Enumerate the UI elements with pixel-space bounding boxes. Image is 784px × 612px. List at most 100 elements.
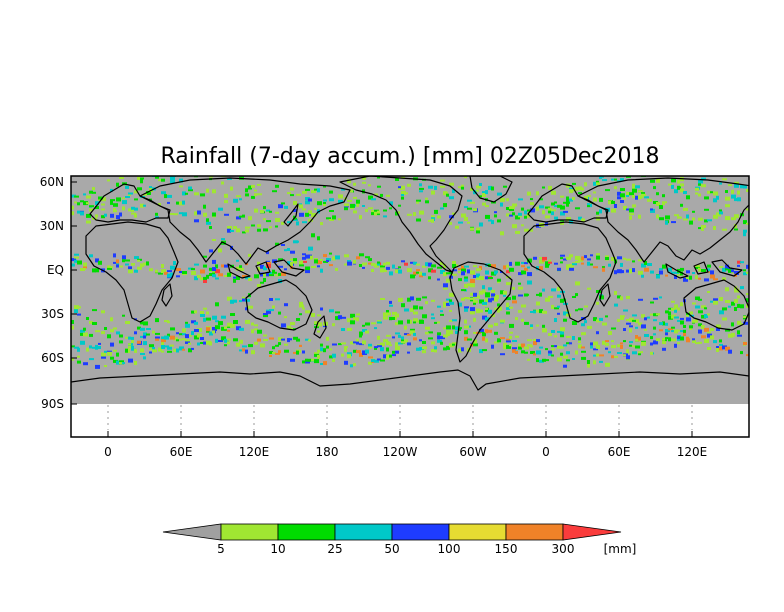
rain-cell: [620, 296, 623, 301]
rain-cell: [638, 353, 641, 356]
colorbar-label-5: 5: [217, 542, 225, 556]
rain-cell: [305, 338, 309, 341]
rain-cell: [524, 321, 529, 325]
rain-cell: [455, 331, 458, 334]
rain-cell: [422, 314, 427, 319]
rain-cell: [704, 327, 709, 332]
rain-cell: [464, 306, 469, 309]
rain-cell: [473, 339, 477, 344]
greenland-outline: [469, 176, 513, 203]
rain-cell: [563, 344, 567, 347]
colorbar-segment-50-100: [391, 523, 450, 541]
rain-cell: [737, 330, 740, 335]
lon-label-120e-repeat: 120E: [677, 445, 708, 459]
rain-cell: [200, 337, 204, 340]
rain-cell: [221, 336, 226, 341]
rain-cell: [110, 317, 113, 322]
rain-cell: [479, 309, 483, 313]
rain-cell: [143, 356, 146, 360]
rain-cell: [707, 291, 710, 293]
rain-cell: [383, 269, 387, 273]
rain-cell: [626, 195, 629, 197]
rain-cell: [275, 274, 279, 277]
rain-cell: [95, 344, 98, 348]
rain-cell: [620, 316, 624, 320]
rain-cell: [236, 228, 240, 233]
southern-blank-band: [71, 404, 749, 437]
rain-cell: [131, 336, 134, 340]
rain-cell: [323, 254, 327, 258]
rain-cell: [356, 199, 360, 204]
rain-cell: [200, 193, 205, 197]
rain-cell: [677, 274, 681, 277]
rain-cell: [620, 344, 623, 349]
rain-cell: [206, 221, 211, 225]
rain-cell: [431, 269, 436, 273]
rain-cell: [83, 262, 87, 267]
rain-cell: [611, 257, 616, 261]
rain-cell: [671, 178, 676, 183]
rain-cell: [452, 189, 455, 194]
rain-cell: [341, 328, 345, 331]
rain-cell: [143, 341, 147, 346]
rain-cell: [527, 358, 530, 361]
rain-cell: [701, 314, 706, 317]
rain-cell: [482, 301, 487, 305]
rain-cell: [302, 256, 306, 260]
rain-cell: [170, 327, 175, 331]
rain-cell: [95, 364, 100, 369]
rain-cell: [392, 350, 395, 354]
rain-cell: [362, 266, 365, 269]
rain-cell: [530, 327, 533, 330]
rain-cell: [146, 333, 150, 336]
rain-cell: [536, 309, 541, 313]
rain-cell: [158, 170, 163, 174]
rain-cell: [152, 330, 155, 334]
rain-cell: [632, 183, 635, 188]
rain-cell: [707, 264, 711, 268]
rain-cell: [563, 364, 567, 368]
rain-cell: [587, 360, 590, 364]
rain-cell: [293, 336, 298, 340]
rain-cell: [302, 253, 306, 256]
rain-cell: [311, 190, 316, 194]
rain-cell: [626, 349, 629, 354]
rain-cell: [470, 279, 475, 283]
rain-cell: [581, 323, 585, 327]
rain-cell: [101, 352, 106, 357]
rain-cell: [437, 278, 440, 281]
rain-cell: [239, 349, 244, 352]
rain-cell: [404, 262, 408, 266]
rain-cell: [680, 267, 684, 271]
rain-cell: [731, 332, 735, 337]
rain-cell: [293, 200, 297, 205]
rain-cell: [497, 281, 500, 284]
rain-cell: [299, 304, 304, 308]
rain-cell: [167, 321, 170, 324]
rain-cell: [227, 296, 232, 301]
rain-cell: [464, 307, 468, 312]
rain-cell: [101, 208, 105, 211]
rain-cell: [440, 336, 445, 340]
rain-cell: [83, 201, 88, 206]
rain-cell: [257, 193, 262, 196]
rain-cell: [134, 348, 137, 353]
rain-cell: [416, 269, 420, 272]
rain-cell: [218, 248, 222, 253]
rain-cell: [449, 215, 454, 219]
rain-cell: [599, 360, 603, 363]
rain-cell: [644, 196, 649, 199]
rain-cell: [239, 265, 242, 269]
rain-cell: [368, 343, 372, 347]
rain-cell: [410, 296, 414, 301]
rain-cell: [596, 331, 599, 335]
rain-cell: [137, 266, 142, 270]
rain-cell: [650, 336, 653, 340]
rain-cell: [347, 260, 351, 263]
rain-cell: [74, 195, 79, 198]
rain-cell: [182, 333, 186, 336]
rain-cell: [659, 169, 663, 171]
rain-cell: [278, 350, 281, 354]
rain-cell: [386, 334, 391, 337]
rain-cell: [614, 178, 617, 181]
